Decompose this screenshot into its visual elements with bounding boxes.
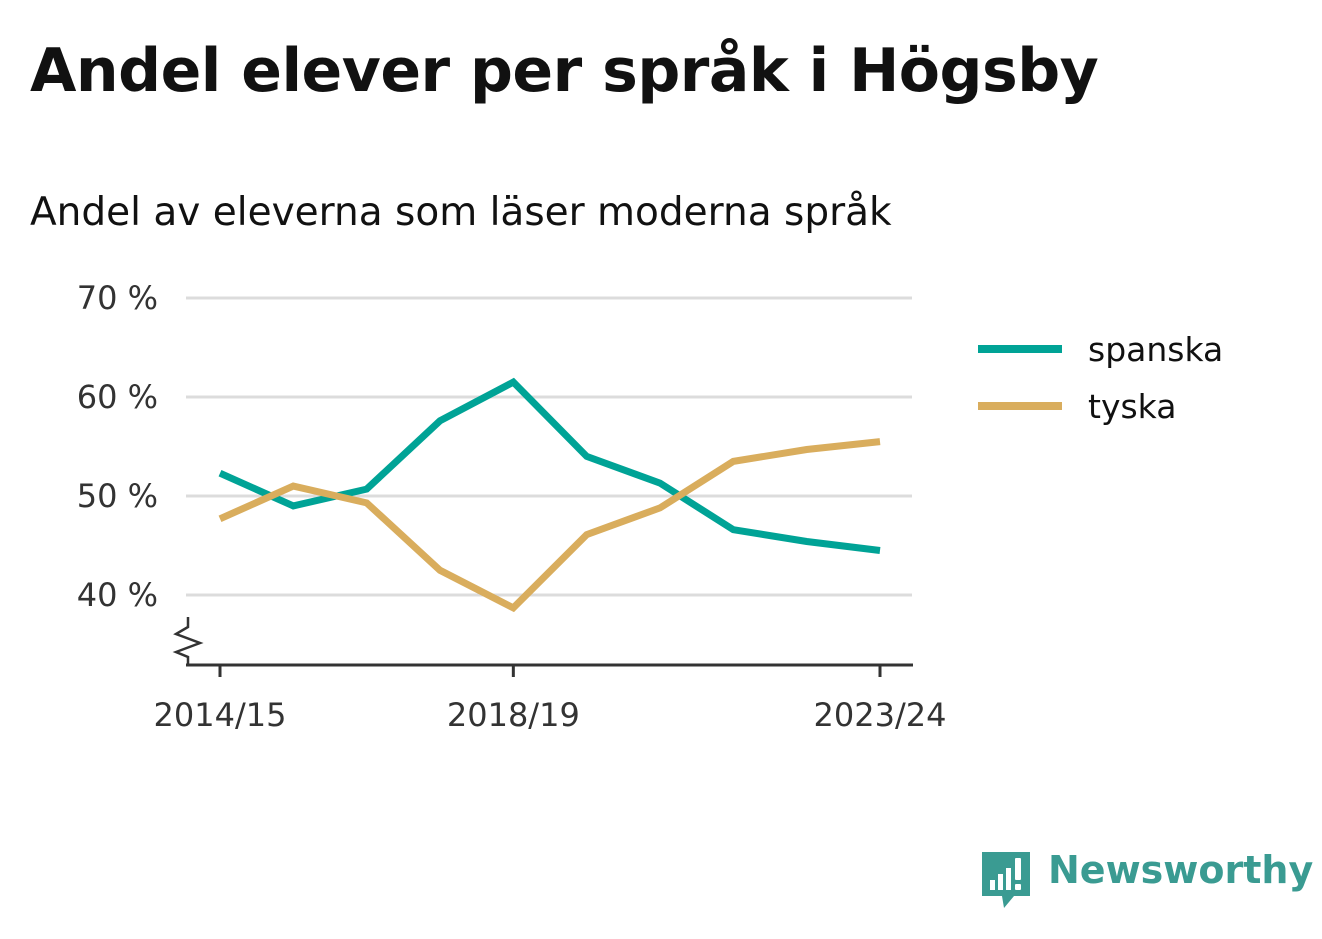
series-line-tyska — [218, 438, 881, 613]
legend: spanska tyska — [978, 330, 1223, 426]
chart-subtitle: Andel av eleverna som läser moderna språ… — [30, 190, 892, 235]
series-lines — [218, 377, 881, 613]
y-tick-label: 40 % — [77, 576, 158, 614]
x-tick-label: 2014/15 — [154, 696, 287, 734]
brand-name: Newsworthy — [1048, 848, 1314, 892]
series-line-spanska — [218, 377, 881, 554]
newsworthy-logo-icon — [982, 852, 1030, 908]
y-tick-label: 50 % — [77, 477, 158, 515]
y-axis-break-icon — [172, 617, 204, 665]
y-tick-label: 60 % — [77, 378, 158, 416]
chart-title: Andel elever per språk i Högsby — [30, 36, 1099, 106]
x-tick-label: 2018/19 — [447, 696, 580, 734]
legend-label-tyska: tyska — [1088, 387, 1176, 426]
newsworthy-brand: Newsworthy — [980, 846, 1313, 912]
legend-label-spanska: spanska — [1088, 330, 1223, 369]
grid-lines — [186, 296, 912, 597]
y-tick-label: 70 % — [77, 279, 158, 317]
axes: 70 % 60 % 50 % 40 % 2014/15 2018/19 2023/24 — [77, 279, 947, 734]
x-tick-label: 2023/24 — [814, 696, 947, 734]
